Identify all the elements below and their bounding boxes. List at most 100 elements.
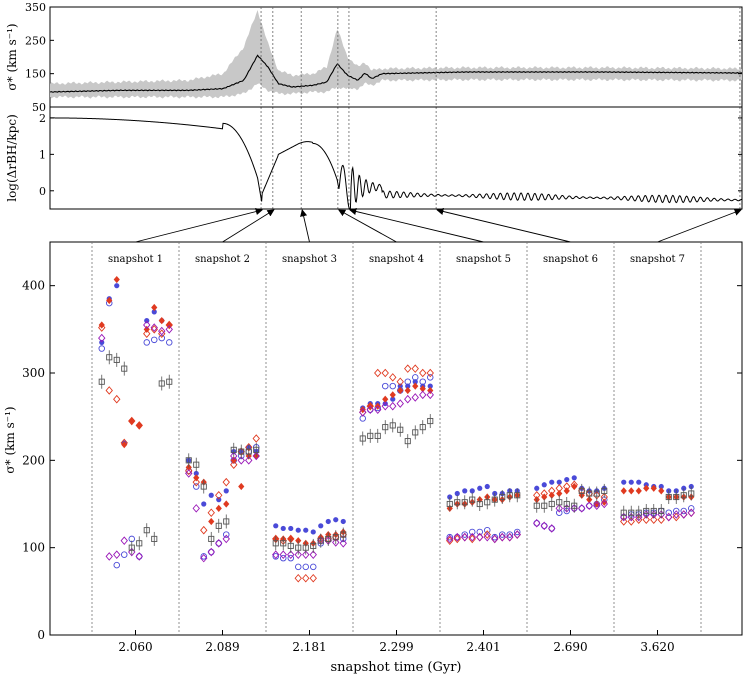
data-point-gray-square [238, 448, 245, 455]
snapshot-arrow [222, 209, 275, 243]
data-point-gray-square [673, 493, 680, 501]
snapshot-label: snapshot 2 [195, 254, 250, 265]
data-point-gray-square [419, 424, 426, 431]
data-point-gray-square [374, 432, 381, 439]
middle-ylabel: log(ΔrBH/kpc) [5, 114, 19, 202]
data-point-diamond-open [366, 401, 374, 411]
data-point-red-filled [635, 487, 642, 495]
snapshot-label: snapshot 6 [543, 254, 598, 265]
data-point-gray-square [272, 540, 279, 547]
data-point-diamond-open [165, 320, 173, 330]
data-point-blue-filled [288, 525, 294, 532]
data-point-red-filled [193, 474, 200, 482]
data-point-gray-square [295, 544, 302, 551]
data-point-blue-open [389, 382, 397, 390]
data-point-red-filled [556, 489, 563, 498]
data-point-blue-filled [318, 523, 324, 529]
data-point-gray-square [454, 499, 461, 506]
data-point-diamond-open [135, 421, 143, 430]
data-point-diamond-open [237, 456, 245, 465]
data-point-diamond-open [222, 534, 230, 544]
data-point-blue-open [506, 531, 514, 538]
snapshot-arrow [349, 207, 484, 243]
data-point-gray-square [548, 500, 555, 508]
data-point-diamond-open [302, 550, 310, 559]
data-point-diamond-open [287, 550, 295, 559]
bottom-xlabel: snapshot time (Gyr) [331, 660, 462, 675]
data-point-diamond-open [200, 553, 208, 563]
data-point-diamond-open [593, 501, 601, 511]
data-point-diamond-open [339, 539, 347, 548]
data-point-diamond-open [105, 552, 113, 561]
data-point-blue-open [98, 345, 105, 352]
data-point-gray-square [332, 534, 339, 541]
data-point-gray-square [397, 426, 404, 433]
data-point-blue-filled [658, 483, 664, 490]
data-point-blue-open [446, 533, 454, 541]
data-point-blue-filled [454, 490, 460, 497]
data-point-gray-square [136, 540, 143, 547]
data-point-diamond-open [309, 573, 317, 583]
data-point-gray-square [412, 429, 419, 436]
data-point-gray-square [563, 500, 570, 508]
snapshot-arrow [657, 208, 742, 243]
data-point-red-filled [208, 517, 215, 526]
data-point-gray-square [635, 509, 642, 516]
data-point-gray-square [499, 493, 506, 501]
bottom-panel-frame [49, 241, 743, 636]
data-point-blue-filled [427, 383, 433, 389]
data-point-gray-square [688, 490, 695, 497]
data-point-blue-open [404, 378, 412, 385]
data-point-gray-square [166, 378, 173, 385]
data-point-diamond-open [294, 550, 302, 559]
data-point-red-filled [113, 275, 120, 284]
data-point-diamond-open [252, 434, 260, 443]
data-point-red-filled [389, 391, 396, 399]
bottom-ytick-label: 0 [37, 628, 45, 642]
data-point-blue-filled [201, 501, 207, 507]
data-point-diamond-open [120, 438, 128, 448]
data-point-diamond-open [165, 325, 173, 334]
data-point-blue-open [295, 563, 302, 571]
data-point-diamond-open [128, 416, 136, 426]
data-point-gray-square [382, 424, 389, 431]
data-point-gray-square [514, 492, 521, 499]
data-point-diamond-open [620, 512, 628, 522]
data-point-diamond-open [627, 512, 635, 522]
data-point-blue-open [192, 483, 200, 490]
data-point-gray-square [200, 483, 207, 490]
data-point-diamond-open [419, 368, 427, 378]
data-point-gray-square [253, 446, 260, 453]
data-point-blue-filled [295, 527, 301, 533]
data-point-diamond-open [540, 521, 548, 531]
data-point-diamond-open [98, 333, 106, 343]
data-point-diamond-open [332, 538, 340, 547]
top-ytick-label: 350 [25, 1, 46, 14]
data-point-diamond-open [555, 483, 563, 493]
x-tick-label: 2.181 [292, 640, 326, 654]
data-point-gray-square [151, 535, 158, 542]
snapshot-label: snapshot 1 [108, 254, 163, 265]
data-point-red-filled [166, 321, 173, 329]
data-point-gray-square [476, 500, 483, 508]
data-point-diamond-open [113, 394, 121, 404]
data-point-diamond-open [215, 490, 223, 500]
data-point-gray-square [287, 542, 294, 549]
snapshot-arrow [436, 207, 571, 243]
data-point-red-filled [151, 303, 158, 312]
data-point-red-filled [382, 395, 389, 403]
data-point-gray-square [643, 507, 650, 515]
data-point-red-filled [620, 487, 627, 495]
data-point-red-filled [143, 325, 150, 333]
data-point-diamond-open [483, 530, 491, 539]
data-point-gray-square [665, 493, 672, 501]
data-point-diamond-open [506, 532, 514, 542]
data-point-diamond-open [272, 550, 280, 559]
data-point-red-filled [412, 382, 419, 390]
data-point-gray-square [158, 380, 165, 387]
data-point-diamond-open [309, 550, 317, 559]
data-point-diamond-open [230, 460, 238, 469]
data-point-diamond-open [672, 510, 680, 519]
data-point-diamond-open [302, 573, 310, 583]
